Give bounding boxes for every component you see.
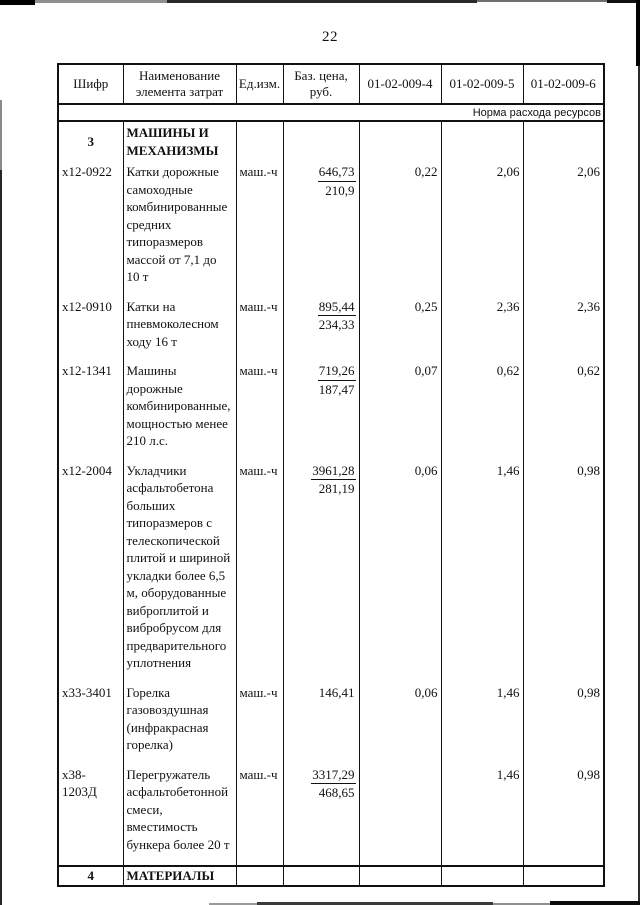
row-name: Укладчики асфальтобетона больших типораз… — [122, 461, 237, 684]
row-norm-009-5: 2,06 — [440, 163, 524, 298]
col-header-norm-009-6: 01-02-009-6 — [522, 63, 605, 105]
price-numerator: 895,44 — [317, 298, 356, 316]
table-row: х12-1341 Машины дорожные комбинированные… — [57, 362, 605, 462]
row-name: Катки дорожные самоходные комбинированны… — [122, 163, 237, 298]
row-norm-009-6: 2,06 — [522, 163, 605, 298]
row-name: Машины дорожные комбинированные, мощност… — [122, 362, 237, 462]
row-name: Катки на пневмоколесном ходу 16 т — [122, 297, 237, 362]
row-base-price: 895,44 234,33 — [282, 297, 360, 362]
scan-artifact-top-bar — [477, 0, 607, 2]
col-header-name: Наименование элемента затрат — [122, 63, 237, 105]
scan-artifact-top-bar — [0, 0, 35, 5]
band-label: Норма расхода ресурсов — [57, 103, 605, 122]
row-norm-009-6: 0,62 — [522, 362, 605, 462]
table-row: х12-0922 Катки дорожные самоходные комби… — [57, 163, 605, 298]
price-numerator: 3317,29 — [311, 766, 356, 784]
scan-artifact-top-bar — [167, 0, 477, 3]
row-norm-009-5: 2,36 — [440, 297, 524, 362]
page-number: 22 — [322, 29, 338, 45]
row-code: х12-2004 — [57, 461, 124, 684]
section-row-materials: 4 МАТЕРИАЛЫ — [57, 865, 605, 887]
row-norm-009-6: 0,98 — [522, 683, 605, 766]
scan-artifact-left-edge — [0, 170, 2, 905]
band-row: Норма расхода ресурсов — [57, 103, 605, 122]
row-norm-009-6: 0,98 — [522, 765, 605, 866]
row-norm-009-4: 0,07 — [358, 362, 442, 462]
price-denominator: 234,33 — [318, 317, 355, 332]
row-name: Перегружатель асфальтобетонной смеси, вм… — [122, 765, 237, 866]
table-row: х12-0910 Катки на пневмоколесном ходу 16… — [57, 297, 605, 362]
table-row: х33-3401 Горелка газовоздушная (инфракра… — [57, 683, 605, 766]
price-numerator: 3961,28 — [311, 462, 356, 480]
price-denominator: 281,19 — [318, 481, 355, 496]
section-code: 3 — [57, 121, 124, 163]
row-base-price: 3317,29 468,65 — [282, 765, 360, 866]
row-norm-009-6: 0,98 — [522, 461, 605, 684]
row-unit: маш.-ч — [235, 297, 284, 362]
col-header-code: Шифр — [57, 63, 124, 105]
section-title: МАШИНЫ И МЕХАНИЗМЫ — [122, 121, 237, 163]
price-numerator: 646,73 — [317, 163, 356, 182]
row-norm-009-4: 0,06 — [358, 461, 442, 684]
col-header-unit: Ед.изм. — [235, 63, 284, 105]
row-code: х38-1203Д — [57, 765, 124, 866]
table-row: х38-1203Д Перегружатель асфальтобетонной… — [57, 765, 605, 866]
row-code: х33-3401 — [57, 683, 124, 766]
row-norm-009-5: 1,46 — [440, 461, 524, 684]
row-unit: маш.-ч — [235, 683, 284, 766]
scan-artifact-right-edge — [636, 0, 640, 66]
col-header-norm-009-5: 01-02-009-5 — [440, 63, 524, 105]
price-denominator: 468,65 — [318, 785, 355, 800]
price-denominator: 210,9 — [325, 182, 355, 198]
row-base-price: 146,41 — [282, 683, 360, 766]
row-unit: маш.-ч — [235, 765, 284, 866]
row-unit: маш.-ч — [235, 461, 284, 684]
row-base-price: 646,73 210,9 — [282, 163, 360, 298]
scan-artifact-left-edge — [0, 100, 2, 170]
row-base-price: 719,26 187,47 — [282, 362, 360, 462]
section-code: 4 — [57, 865, 124, 887]
row-name: Горелка газовоздушная (инфракрасная горе… — [122, 683, 237, 766]
col-header-base-price: Баз. цена, руб. — [282, 63, 360, 105]
row-norm-009-5: 1,46 — [440, 683, 524, 766]
header-row: Шифр Наименование элемента затрат Ед.изм… — [57, 63, 605, 105]
row-code: х12-0910 — [57, 297, 124, 362]
table-row: х12-2004 Укладчики асфальтобетона больши… — [57, 461, 605, 684]
row-norm-009-4: 0,06 — [358, 683, 442, 766]
row-norm-009-4: 0,25 — [358, 297, 442, 362]
row-code: х12-0922 — [57, 163, 124, 298]
price-denominator: 187,47 — [318, 381, 355, 397]
section-title: МАТЕРИАЛЫ — [122, 865, 237, 887]
row-unit: маш.-ч — [235, 362, 284, 462]
row-norm-009-4: 0,22 — [358, 163, 442, 298]
section-row-machines: 3 МАШИНЫ И МЕХАНИЗМЫ — [57, 121, 605, 163]
row-norm-009-5: 1,46 — [440, 765, 524, 866]
row-code: х12-1341 — [57, 362, 124, 462]
scan-artifact-bottom-bar — [550, 901, 640, 905]
col-header-norm-009-4: 01-02-009-4 — [358, 63, 442, 105]
row-norm-009-4 — [358, 765, 442, 866]
cost-norms-table: Шифр Наименование элемента затрат Ед.изм… — [57, 63, 605, 887]
price-numerator: 719,26 — [317, 362, 356, 381]
row-base-price: 3961,28 281,19 — [282, 461, 360, 684]
scan-artifact-top-bar — [35, 0, 167, 3]
price-numerator: 146,41 — [318, 684, 355, 700]
scan-artifact-top-bar — [607, 0, 640, 3]
row-norm-009-5: 0,62 — [440, 362, 524, 462]
row-norm-009-6: 2,36 — [522, 297, 605, 362]
row-unit: маш.-ч — [235, 163, 284, 298]
